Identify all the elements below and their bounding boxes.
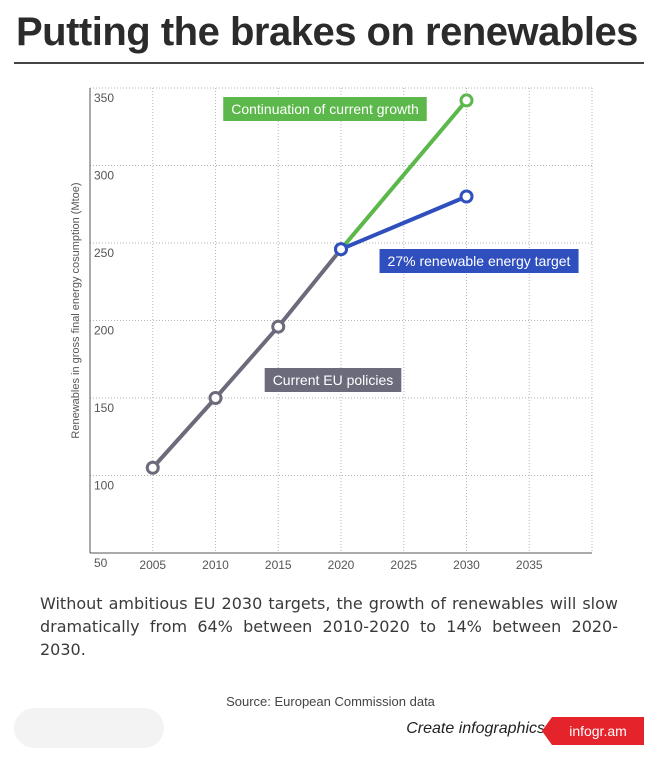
x-tick-label: 2025	[390, 558, 417, 572]
data-point	[459, 189, 474, 204]
x-tick-label: 2035	[516, 558, 543, 572]
source-note: Source: European Commission data	[226, 694, 435, 709]
x-tick-label: 2020	[328, 558, 355, 572]
data-point	[459, 93, 474, 108]
x-tick-label: 2010	[202, 558, 229, 572]
series-line	[339, 98, 469, 252]
chart-description: Without ambitious EU 2030 targets, the g…	[40, 594, 618, 659]
data-point	[334, 242, 348, 257]
y-tick-label: 250	[94, 246, 114, 260]
series-label-current-box	[264, 368, 402, 392]
series-line	[339, 194, 469, 252]
series-label-continuation-box	[223, 97, 427, 121]
series-label-target-box	[379, 249, 579, 273]
footer-placeholder	[14, 708, 164, 748]
data-point	[145, 460, 160, 475]
series-label-current: Current EU policies	[273, 372, 394, 388]
y-tick-label: 50	[94, 556, 108, 570]
line-chart: 2005 2010 2015 2020 2025 2030 2035 350 300 250 200…	[70, 87, 593, 572]
title-divider	[14, 62, 644, 64]
data-point	[271, 319, 286, 334]
x-tick-label: 2030	[453, 558, 480, 572]
series-label-continuation: Continuation of current growth	[231, 101, 419, 117]
y-tick-label: 350	[94, 91, 114, 105]
x-tick-label: 2015	[265, 558, 292, 572]
y-tick-label: 150	[94, 401, 114, 415]
y-tick-label: 100	[94, 479, 114, 493]
y-tick-label: 300	[94, 169, 114, 183]
x-tick-label: 2005	[139, 558, 166, 572]
y-tick-label: 200	[94, 324, 114, 338]
page-title: Putting the brakes on renewables	[16, 10, 638, 54]
infogram-badge[interactable]: infogr.am	[542, 717, 644, 745]
data-point	[208, 391, 223, 405]
create-infographics-link[interactable]: Create infographics	[406, 720, 545, 737]
series-line	[150, 247, 343, 470]
series-label-target: 27% renewable energy target	[388, 253, 571, 269]
y-axis-title: Renewables in gross final energy cosumpt…	[70, 182, 82, 438]
